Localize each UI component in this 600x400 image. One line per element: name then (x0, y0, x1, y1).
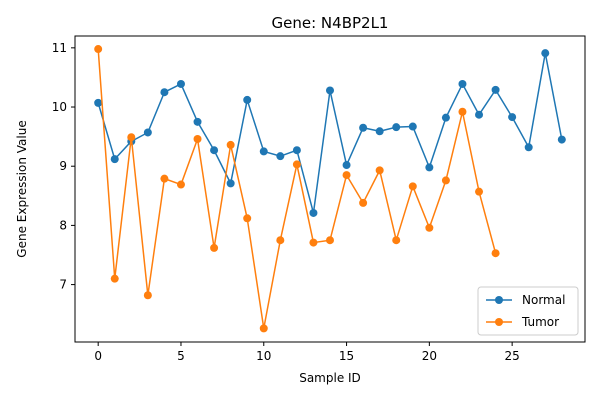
y-tick-label: 9 (59, 159, 67, 173)
data-point-normal (143, 128, 152, 137)
data-point-normal (359, 123, 368, 132)
legend: Normal Tumor (477, 286, 579, 336)
data-point-normal (491, 85, 500, 94)
data-point-tumor (425, 223, 434, 232)
x-axis: 0 5 10 15 20 25 (94, 342, 520, 363)
data-point-tumor (392, 236, 401, 245)
data-point-normal (276, 152, 285, 161)
data-point-normal (160, 88, 169, 97)
x-tick-label: 0 (94, 349, 102, 363)
data-point-tumor (458, 107, 467, 116)
data-point-tumor (127, 133, 136, 142)
data-point-tumor (259, 324, 268, 333)
data-point-tumor (441, 176, 450, 185)
data-point-normal (342, 161, 351, 170)
legend-marker-normal (495, 296, 503, 304)
data-point-tumor (193, 134, 202, 143)
data-point-tumor (475, 187, 484, 196)
data-point-normal (524, 143, 533, 152)
data-point-tumor (292, 160, 301, 169)
data-point-normal (243, 95, 252, 104)
data-point-normal (475, 110, 484, 119)
y-tick-label: 10 (52, 100, 67, 114)
data-point-normal (110, 155, 119, 164)
data-point-tumor (326, 236, 334, 245)
data-point-normal (326, 86, 334, 95)
data-point-tumor (309, 238, 318, 247)
x-tick-label: 10 (256, 349, 271, 363)
data-point-normal (309, 208, 318, 217)
data-point-normal (458, 79, 467, 88)
data-point-normal (292, 146, 301, 155)
y-axis-label: Gene Expression Value (15, 120, 29, 257)
series-layer (94, 45, 566, 333)
data-point-normal (557, 135, 566, 144)
data-point-normal (508, 113, 517, 122)
x-tick-label: 20 (422, 349, 437, 363)
chart-title: Gene: N4BP2L1 (272, 14, 389, 32)
data-point-tumor (110, 274, 119, 283)
legend-box (477, 286, 579, 336)
data-point-normal (541, 49, 550, 58)
data-point-tumor (160, 174, 169, 183)
data-point-normal (392, 123, 401, 132)
y-axis: 7 8 9 10 11 (52, 41, 75, 292)
data-point-tumor (176, 180, 185, 189)
data-point-tumor (210, 243, 219, 252)
data-point-tumor (226, 140, 235, 149)
data-point-normal (193, 117, 202, 126)
x-tick-label: 15 (339, 349, 354, 363)
legend-label-tumor: Tumor (521, 315, 559, 329)
series-normal (94, 49, 566, 217)
data-point-normal (94, 98, 103, 107)
data-point-tumor (375, 166, 384, 175)
legend-marker-tumor (495, 318, 503, 326)
legend-label-normal: Normal (522, 293, 565, 307)
data-point-tumor (276, 236, 285, 245)
data-point-tumor (491, 249, 500, 258)
x-tick-label: 25 (505, 349, 520, 363)
data-point-tumor (243, 214, 252, 223)
x-axis-label: Sample ID (299, 371, 361, 385)
legend-item-tumor: Tumor (486, 315, 559, 329)
legend-item-normal: Normal (486, 293, 565, 307)
data-point-normal (259, 147, 268, 156)
data-point-tumor (359, 198, 368, 207)
data-point-tumor (408, 182, 417, 191)
data-point-normal (210, 146, 219, 155)
data-point-normal (375, 127, 384, 136)
y-tick-label: 7 (59, 278, 67, 292)
data-point-normal (441, 113, 450, 122)
data-point-tumor (342, 171, 351, 180)
data-point-normal (425, 163, 434, 172)
data-point-tumor (143, 291, 152, 300)
y-tick-label: 8 (59, 218, 67, 232)
x-tick-label: 5 (177, 349, 185, 363)
data-point-normal (226, 179, 235, 188)
y-tick-label: 11 (52, 41, 67, 55)
data-point-tumor (94, 45, 103, 54)
data-point-normal (408, 122, 417, 131)
series-tumor (94, 45, 500, 333)
data-point-normal (176, 79, 185, 88)
